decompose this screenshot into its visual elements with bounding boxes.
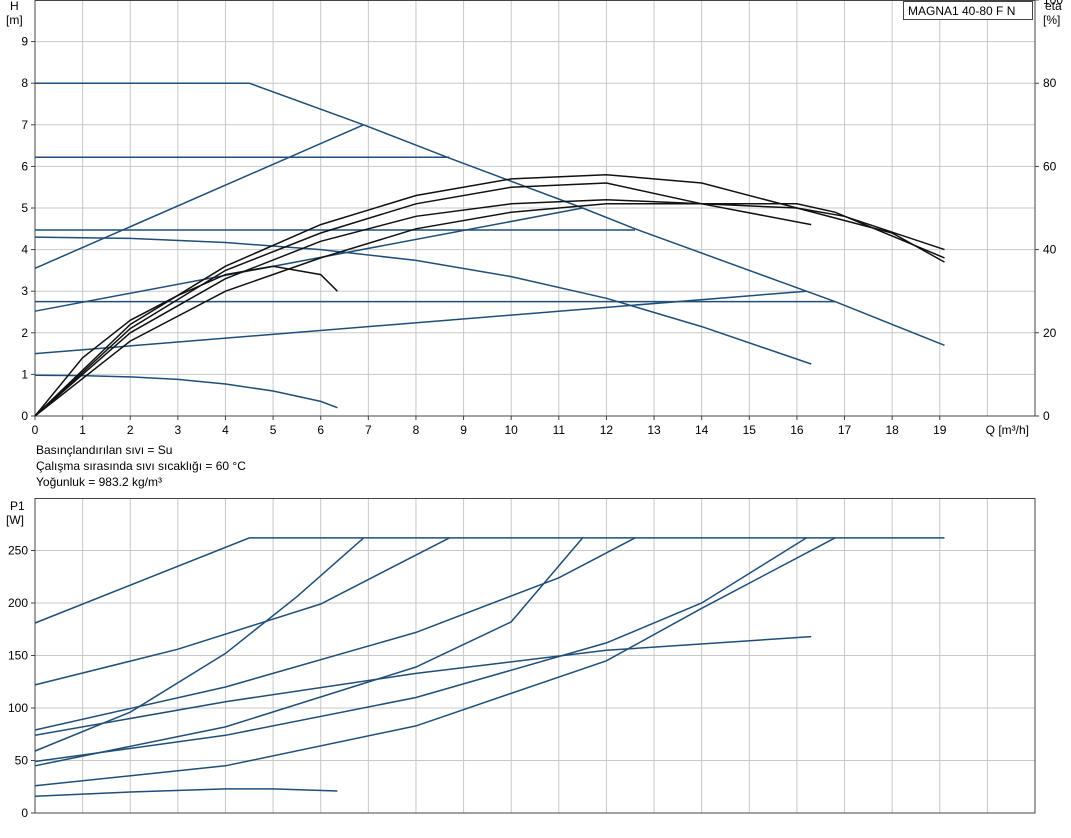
x-tick-label: 1 (79, 423, 86, 437)
x-tick-label: 4 (222, 423, 229, 437)
y-tick-label: 6 (21, 159, 28, 173)
x-tick-label: 18 (885, 423, 899, 437)
y-tick-label: 0 (21, 409, 28, 423)
y-tick-label: 3 (21, 284, 28, 298)
y-tick-label: 150 (8, 649, 28, 663)
y-tick-label: 250 (8, 544, 28, 558)
curve-head-7 (34, 236, 812, 365)
curve-head-13 (34, 203, 945, 417)
curve-power-1 (34, 537, 450, 686)
curve-power-6 (34, 537, 807, 763)
y2-tick-label: 0 (1043, 409, 1050, 423)
x-tick-label: 8 (413, 423, 420, 437)
y2-tick-label: 20 (1043, 326, 1057, 340)
y2-axis-label: eta (1045, 0, 1062, 13)
y2-tick-label: 60 (1043, 159, 1057, 173)
curve-power-2 (34, 537, 365, 752)
curve-head-12 (34, 198, 945, 417)
curve-head-0 (35, 82, 945, 346)
x-tick-label: 3 (175, 423, 182, 437)
x-axis-label: Q [m³/h] (986, 423, 1029, 437)
y-tick-label: 0 (21, 806, 28, 820)
x-tick-label: 16 (790, 423, 804, 437)
y2-axis-unit: [%] (1043, 13, 1060, 27)
y-tick-label: 4 (21, 243, 28, 257)
x-tick-label: 6 (317, 423, 324, 437)
y-tick-label: 1 (21, 367, 28, 381)
curve-head-1 (34, 124, 364, 269)
y-axis-label: P1 (10, 499, 25, 513)
y-tick-label: 100 (8, 701, 28, 715)
fluid-info-2: Çalışma sırasında sıvı sıcaklığı = 60 °C (36, 459, 246, 473)
y-axis-label: H (10, 0, 19, 13)
y-axis-unit: [m] (6, 13, 23, 27)
x-tick-label: 11 (553, 423, 566, 437)
fluid-info-3: Yoğunluk = 983.2 kg/m³ (36, 475, 162, 489)
curve-head-3 (34, 207, 583, 312)
y2-tick-label: 100 (1043, 0, 1063, 7)
curve-power-3 (34, 537, 636, 731)
y-axis-unit: [W] (6, 513, 24, 527)
y-tick-label: 2 (21, 326, 28, 340)
curve-head-10 (34, 182, 812, 417)
x-tick-label: 9 (460, 423, 467, 437)
y-tick-label: 200 (8, 596, 28, 610)
x-tick-label: 7 (365, 423, 372, 437)
model-label: MAGNA1 40-80 F N (903, 1, 1033, 20)
curve-power-0 (34, 537, 945, 624)
x-tick-label: 12 (600, 423, 614, 437)
x-tick-label: 0 (32, 423, 39, 437)
x-tick-label: 2 (127, 423, 134, 437)
y-tick-label: 8 (21, 76, 28, 90)
x-tick-label: 5 (270, 423, 277, 437)
x-tick-label: 13 (647, 423, 661, 437)
y-tick-label: 5 (21, 201, 28, 215)
y2-tick-label: 40 (1043, 243, 1057, 257)
y-tick-label: 7 (21, 118, 28, 132)
y-tick-label: 9 (21, 35, 28, 49)
curve-head-5 (34, 290, 807, 355)
y2-tick-label: 80 (1043, 76, 1057, 90)
curve-head-8 (34, 374, 338, 409)
curve-power-4 (34, 537, 584, 767)
fluid-info-1: Basınçlandırılan sıvı = Su (36, 443, 173, 457)
curve-head-11 (34, 173, 945, 417)
x-tick-label: 15 (743, 423, 757, 437)
x-tick-label: 17 (838, 423, 852, 437)
curve-power-5 (34, 635, 812, 737)
x-tick-label: 19 (933, 423, 947, 437)
y-tick-label: 50 (15, 754, 29, 768)
x-tick-label: 14 (695, 423, 709, 437)
curve-power-8 (34, 788, 338, 797)
curve-power-7 (34, 537, 836, 787)
x-tick-label: 10 (505, 423, 519, 437)
